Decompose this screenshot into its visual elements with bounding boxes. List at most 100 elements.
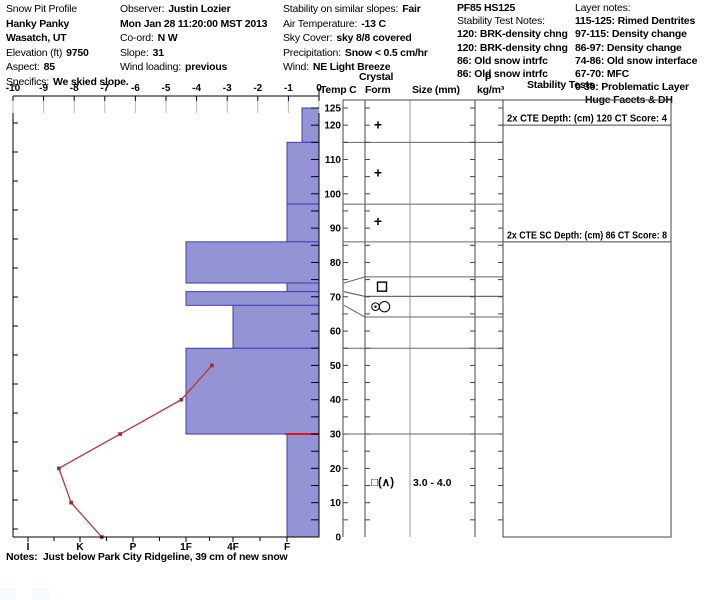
svg-text:50: 50 [330,361,342,372]
conditions-column: Stability on similar slopes: Fair Air Temp… [283,2,428,75]
facet-crystal-icon [376,281,388,292]
site-info-value: We skied slope. [52,75,129,88]
svg-text:-9: -9 [39,83,48,94]
svg-text:100: 100 [324,189,341,200]
site-info-row: Wasatch, UT [6,31,129,46]
conditions-row: Precipitation: Snow < 0.5 cm/hr [283,46,428,61]
crystal-column-header: Crystal [359,71,394,83]
temp-axis: -10 -9 -8 -7 -6 -5 -4 -3 -2 -1 0 [6,83,322,113]
temp-point-marker [57,466,61,471]
site-info-row: Snow Pit Profile [6,2,129,17]
screen-artifact [0,588,16,600]
conditions-label: Precipitation: [283,46,341,59]
pit-notes: Notes: Just below Park City Ridgeline, 3… [6,551,288,563]
conditions-value: Fair [402,3,421,15]
right-depth-ticks [311,107,319,521]
snow-layer-bar [185,347,320,435]
table-ticks [343,107,503,521]
observation-info-row: Slope: 31 [120,46,267,61]
crystal-symbols: + + + □(∧) 3.0 - 4.0 [371,117,452,489]
stability-note-row: 86: Old snow intrfc [457,68,568,81]
site-info-value: 9750 [66,46,89,59]
snow-layer-bar [232,304,320,349]
svg-text:I: I [27,542,30,553]
layer-note-label: Layer notes: [575,2,631,14]
stability-note-value: 86: Old snow intrfc [457,54,548,67]
stability-note-row: 86: Old snow intrfc [457,55,568,68]
svg-text:+: + [374,117,382,133]
size-column-header: Size (mm) [412,84,460,96]
screen-artifact [32,588,49,600]
pit-notes-label: Notes: [6,551,38,563]
observation-info-column: Observer: Justin Lozier Mon Jan 28 11:20:0… [120,2,268,75]
stability-note-row: 120: BRK-density chng [457,28,568,41]
conditions-row: Sky Cover: sky 8/8 covered [283,31,428,46]
snow-layer-bar [286,282,320,293]
svg-text:3.0 - 4.0: 3.0 - 4.0 [413,477,452,489]
conditions-value: -13 C [361,17,386,30]
left-depth-ticks [13,122,18,530]
stability-note-row: Stability Test Notes: [457,15,568,28]
svg-text:-1: -1 [284,83,293,94]
stability-notes-column: PF85 HS125 Stability Test Notes: 120: BRK-… [457,2,568,81]
temp-point-marker [118,432,122,436]
layer-note-row: 0-30: Problematic Layer [575,81,697,94]
svg-text:K: K [76,542,84,553]
conditions-row: Air Temperature: -13 C [283,17,428,32]
layer-note-row: 115-125: Rimed Dentrites [575,15,697,28]
svg-text:90: 90 [330,224,342,235]
svg-text:10: 10 [330,498,342,509]
layer-note-row: 74-86: Old snow interface [575,55,697,68]
conditions-value: Snow < 0.5 cm/hr [344,46,428,59]
site-info-label: Specifics: [6,75,49,88]
form-column-header: Form [365,84,391,96]
observation-info-value: Justin Lozier [168,3,231,15]
svg-text:-2: -2 [253,83,262,94]
svg-text:60: 60 [330,327,342,338]
conditions-label: Air Temperature: [283,17,358,30]
temp-column-header: Temp C [320,84,357,96]
site-info-row: Hanky Panky [6,17,129,32]
observation-info-label: Wind loading: [120,61,182,73]
svg-text:P: P [130,542,137,553]
layer-note-value: 0-30: Problematic Layer [575,81,689,94]
layer-note-value: 74-86: Old snow interface [575,54,698,67]
stability-note-value: 86: Old snow intrfc [457,67,548,80]
layer-note-row: Layer notes: [575,2,697,15]
svg-text:4F: 4F [227,542,239,553]
svg-text:80: 80 [330,258,342,269]
layer-note-row: 86-97: Density change [575,42,697,55]
observation-info-row: Co-ord: N W [120,31,267,46]
temp-point-marker [210,363,214,368]
svg-text:-4: -4 [192,83,201,94]
observation-info-value: previous [185,61,228,73]
svg-text:2x CTE SC Depth: (cm) 86 CT Sc: 2x CTE SC Depth: (cm) 86 CT Score: 8 [507,230,667,241]
crystal-table [342,99,504,537]
observation-info-label: Observer: [120,3,165,15]
conditions-label: Wind: [283,61,309,73]
site-info-row: Aspect: 85 [6,60,129,75]
site-info-label: Elevation (ft) [6,46,63,59]
hardness-bars [185,107,320,538]
conditions-label: Sky Cover: [283,32,333,44]
svg-text:20: 20 [330,464,342,475]
site-info-column: Snow Pit Profile Hanky Panky Wasatch, UT El… [6,2,129,89]
conditions-row: Stability on similar slopes: Fair [283,2,428,17]
layer-notes-column: Layer notes: 115-125: Rimed Dentrites 97-1… [575,2,697,108]
svg-text:0: 0 [335,533,341,544]
layer-note-row: 97-115: Density change [575,28,697,41]
svg-text:120: 120 [324,121,341,132]
observation-info-row: Wind loading: previous [120,60,267,75]
site-info-value: Wasatch, UT [6,32,67,44]
hardness-axis: I K P 1F 4F F [27,537,290,553]
stability-tests-box: 2x CTE Depth: (cm) 120 CT Score: 4 2x CTE… [502,99,672,538]
svg-text:□(∧): □(∧) [371,477,394,489]
observation-info-label: Co-ord: [120,32,154,44]
svg-text:-10: -10 [6,83,21,94]
svg-text:70: 70 [330,292,342,303]
svg-text:-8: -8 [70,83,79,94]
observation-info-value: Mon Jan 28 11:20:00 MST 2013 [120,17,268,30]
